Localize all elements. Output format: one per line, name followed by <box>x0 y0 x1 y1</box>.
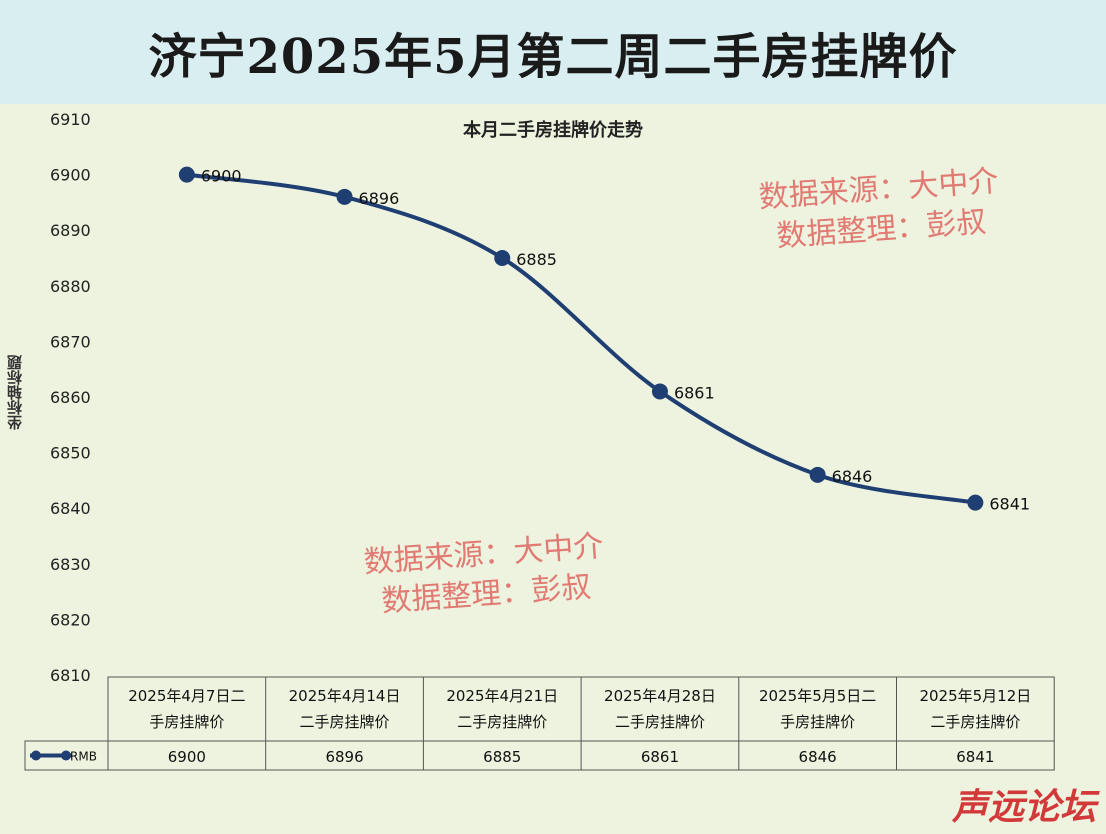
y-tick-label: 6910 <box>50 110 91 129</box>
data-point <box>651 383 668 400</box>
chart-title: 本月二手房挂牌价走势 <box>463 120 643 141</box>
data-label: 6846 <box>832 467 873 486</box>
y-tick-label: 6850 <box>50 444 91 463</box>
y-tick-label: 6890 <box>50 221 91 240</box>
data-label: 6885 <box>516 250 557 269</box>
x-category-label: 二手房挂牌价 <box>930 713 1020 731</box>
data-table: 2025年4月7日二手房挂牌价69002025年4月14日二手房挂牌价68962… <box>24 676 1055 771</box>
x-category-label: 手房挂牌价 <box>780 713 855 731</box>
data-label: 6896 <box>359 189 400 208</box>
y-tick-label: 6900 <box>50 166 91 185</box>
table-value-cell: 6900 <box>168 748 206 766</box>
x-category-label: 2025年5月12日 <box>919 687 1031 705</box>
y-tick-label: 6880 <box>50 277 91 296</box>
series-line-rmb <box>186 172 976 505</box>
x-category-label: 2025年4月14日 <box>289 687 401 705</box>
x-category-label: 2025年4月7日二 <box>128 687 245 705</box>
table-value-cell: 6861 <box>641 748 679 766</box>
title-banner: 济宁2025年5月第二周二手房挂牌价 <box>0 0 1106 104</box>
x-category-label: 2025年4月28日 <box>604 687 716 705</box>
y-tick-label: 6810 <box>50 666 91 685</box>
y-tick-label: 6820 <box>50 610 91 629</box>
x-category-label: 二手房挂牌价 <box>457 713 547 731</box>
data-point <box>809 466 826 483</box>
data-point <box>494 250 511 266</box>
table-value-cell: 6896 <box>325 748 363 766</box>
forum-logo: 声远论坛 <box>951 787 1096 828</box>
data-label: 6861 <box>674 383 715 402</box>
x-category-label: 2025年5月5日二 <box>759 687 876 705</box>
legend-marker <box>61 750 71 761</box>
y-tick-label: 6860 <box>50 388 91 407</box>
data-points <box>178 166 984 511</box>
table-value-cell: 6846 <box>799 748 837 766</box>
data-label: 6841 <box>989 495 1030 514</box>
y-tick-label: 6840 <box>50 499 91 518</box>
data-point <box>336 188 353 205</box>
x-category-label: 二手房挂牌价 <box>300 713 390 731</box>
data-labels: 6900 6896 6885 6861 6846 6841 <box>201 167 1030 514</box>
page-title: 济宁2025年5月第二周二手房挂牌价 <box>148 29 958 85</box>
y-tick-labels: 6910 6900 6890 6880 6870 6860 6850 6840 6830 6820… <box>50 110 91 685</box>
x-category-label: 2025年4月21日 <box>446 687 558 705</box>
y-tick-label: 6830 <box>50 555 91 574</box>
data-label: 6900 <box>201 167 242 186</box>
legend-series-name: RMB <box>70 750 97 764</box>
legend-marker <box>31 750 41 761</box>
x-category-label: 手房挂牌价 <box>149 713 224 731</box>
x-category-label: 二手房挂牌价 <box>615 713 705 731</box>
data-point <box>967 494 984 511</box>
table-value-cell: 6885 <box>483 748 521 766</box>
table-value-cell: 6841 <box>956 748 994 766</box>
data-point <box>178 166 195 183</box>
y-tick-label: 6870 <box>50 332 91 351</box>
